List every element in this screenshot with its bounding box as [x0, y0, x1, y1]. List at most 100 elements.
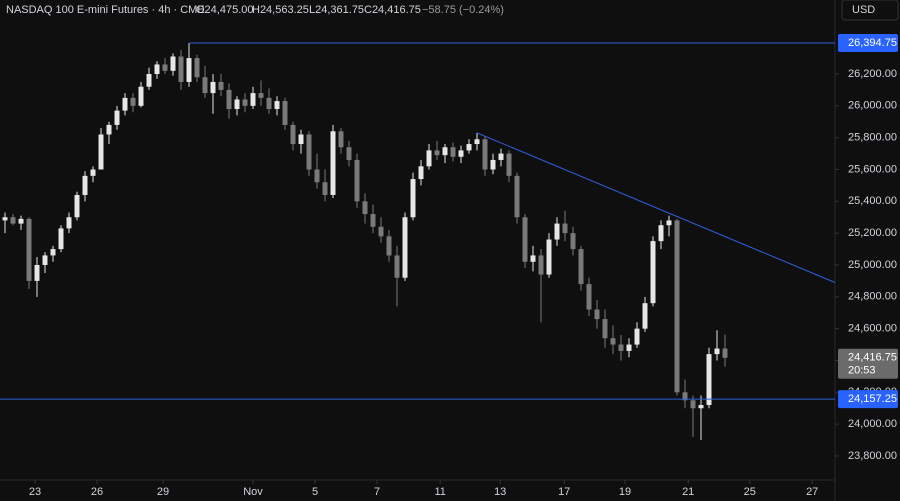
candle-body [50, 249, 56, 256]
level-tag-label: 24,157.25 [848, 393, 897, 405]
candle-body [282, 101, 288, 125]
candle-body [474, 139, 480, 145]
candle-body [74, 194, 80, 218]
x-tick-label: 29 [157, 486, 169, 498]
candle-body [546, 239, 552, 275]
candle-body [42, 255, 48, 265]
candle-body [570, 233, 576, 250]
candle-body [82, 175, 88, 195]
ohlc-high: H24,563.25 [252, 4, 309, 16]
candle-body [490, 159, 496, 170]
candle-body [354, 159, 360, 202]
candle-body [578, 249, 584, 285]
candle-body [130, 97, 136, 106]
candle-body [650, 241, 656, 304]
x-tick-label: 13 [494, 486, 506, 498]
candle-body [378, 226, 384, 237]
candle-body [506, 153, 512, 176]
candle-body [146, 74, 152, 87]
candle-body [642, 303, 648, 329]
candle-body [170, 56, 176, 71]
candle-body [322, 182, 328, 195]
candle-body [634, 328, 640, 345]
candle-body [450, 147, 456, 157]
y-tick-label: 26,000.00 [848, 100, 897, 112]
currency-button[interactable] [841, 0, 899, 21]
candle-body [306, 134, 312, 170]
candle-body [362, 201, 368, 215]
candle-body [314, 169, 320, 183]
candle-body [26, 218, 32, 281]
candle-body [666, 220, 672, 226]
candle-body [698, 405, 704, 409]
candle-body [434, 150, 440, 156]
candle-body [290, 124, 296, 145]
candle-body [690, 400, 696, 409]
y-tick-label: 25,200.00 [848, 227, 897, 239]
y-tick-label: 24,800.00 [848, 291, 897, 303]
candle-body [114, 110, 120, 125]
candle-body [258, 93, 264, 98]
ohlc-close: C24,416.75 [364, 4, 421, 16]
x-tick-label: 17 [558, 486, 570, 498]
candle-body [418, 166, 424, 180]
y-tick-label: 25,000.00 [848, 259, 897, 271]
candle-body [106, 124, 112, 135]
candle-body [618, 344, 624, 351]
y-tick-label: 25,800.00 [848, 132, 897, 144]
candle-body [234, 99, 240, 110]
candle-body [34, 264, 40, 281]
x-tick-label: 11 [434, 486, 445, 498]
candle-body [250, 93, 256, 106]
candle-body [154, 64, 160, 75]
candle-body [394, 255, 400, 278]
candle-body [594, 309, 600, 320]
candle-body [466, 144, 472, 151]
candle-body [194, 58, 200, 78]
candle-body [18, 218, 24, 224]
candle-body [266, 97, 272, 110]
currency[interactable]: USD [852, 4, 875, 16]
candle-body [226, 89, 232, 110]
y-tick-label: 24,000.00 [848, 418, 897, 430]
ohlc-open: O24,475.00 [196, 4, 254, 16]
candle-body [298, 134, 304, 145]
x-tick-label: Nov [243, 486, 263, 498]
candle-body [370, 214, 376, 227]
candle-body [514, 175, 520, 218]
candle-body [2, 217, 8, 221]
candle-body [682, 392, 688, 401]
candle-body [210, 81, 216, 94]
level-tag-label: 26,394.75 [848, 37, 897, 49]
candle-body [530, 255, 536, 262]
candle-body [402, 217, 408, 278]
ohlc-change: −58.75 (−0.24%) [422, 4, 504, 16]
candle-body [10, 217, 16, 224]
candle-body [538, 255, 544, 275]
candle-body [58, 228, 64, 250]
trendline [476, 132, 836, 283]
candle-body [586, 284, 592, 310]
last-price-tag [838, 348, 898, 379]
candle-body [138, 86, 144, 106]
ohlc-low: L24,361.75 [309, 4, 364, 16]
level-tag [838, 34, 898, 53]
candle-body [554, 223, 560, 240]
candle-body [674, 220, 680, 393]
candle-body [386, 236, 392, 256]
x-tick-label: 25 [744, 486, 756, 498]
candle-body [346, 147, 352, 160]
chart-title: NASDAQ 100 E-mini Futures · 4h · CME [6, 4, 205, 16]
x-tick-label: 27 [806, 486, 818, 498]
candle-body [122, 97, 128, 111]
candle-body [562, 223, 568, 234]
candle-body [242, 99, 248, 106]
candle-body [522, 217, 528, 262]
candle-body [714, 348, 720, 355]
candle-body [338, 131, 344, 148]
candle-body [218, 81, 224, 90]
candle-body [202, 77, 208, 94]
candle-body [98, 134, 104, 170]
candle-body [410, 179, 416, 218]
